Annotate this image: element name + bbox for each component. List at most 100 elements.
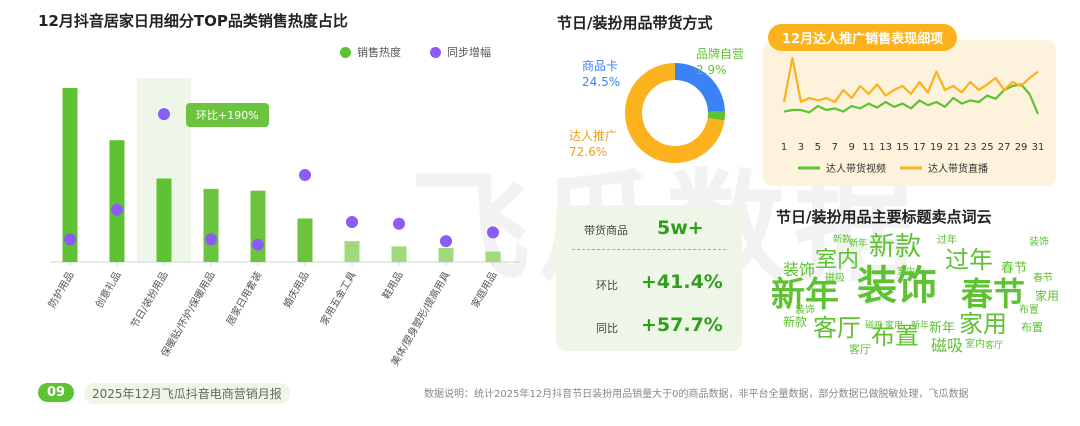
bar-5 [297,218,313,262]
category-label-1: 创意礼品 [92,269,123,310]
growth-point-0 [64,233,76,246]
kpi-divider [572,249,726,250]
growth-point-1 [111,203,123,216]
bar-9 [485,251,501,262]
kpi-yoy-value: +57.7% [641,314,723,336]
wordcloud-word: 室内 [965,339,985,350]
wordcloud: 装饰 新年 春节 新款 过年 室内 客厅 布置 家用 磁吸 装饰 春节 新年 新款 过年 春节 家用 布置 磁吸 室内… [765,230,1065,360]
wordcloud-word: 新款 [833,235,852,245]
tooltip-badge: 环比+190% [186,103,269,127]
wordcloud-word: 春节 [961,275,1026,313]
growth-point-8 [440,235,452,248]
donut-label-brand: 品牌自营 2.9% [696,46,744,78]
growth-point-4 [252,238,264,251]
donut-slice-0 [675,63,725,112]
bar-2 [156,178,172,262]
line-x-tick-3: 7 [832,142,838,153]
category-label-2: 节日/装扮用品 [128,269,171,330]
category-label-0: 防护用品 [45,269,76,310]
wordcloud-word: 家用 [1035,289,1060,303]
wordcloud-word: 布置 [871,322,919,350]
kpi-value: 5w+ [657,217,704,239]
legend-dot-purple [430,46,441,58]
wordcloud-word: 新年 [929,321,956,336]
wordcloud-word: 新年 [771,275,839,315]
wordcloud-word: 家用 [885,321,904,331]
wordcloud-word: 春节 [1033,273,1053,284]
kpi-mom-value: +41.4% [641,271,723,293]
donut-label-card: 商品卡 24.5% [582,58,620,90]
donut-slice-2 [625,63,725,163]
line-x-tick-8: 17 [913,142,926,153]
wordcloud-word: 家用 [959,310,1007,338]
line-x-tick-15: 31 [1032,142,1045,153]
donut-label-card-pct: 24.5% [582,75,621,89]
wordcloud-word: 新年 [849,239,868,249]
line-x-tick-14: 29 [1015,142,1028,153]
line-x-tick-11: 23 [964,142,977,153]
bar-4 [250,190,266,262]
wordcloud-word: 新年 [911,321,930,331]
line-x-tick-1: 3 [798,142,804,153]
donut-label-kol-name: 达人推广 [569,129,618,143]
wordcloud-word: 磁吸 [931,336,964,355]
kpi-yoy-label: 同比 [596,322,618,335]
legend-dot-green [340,46,351,58]
donut-label-kol-pct: 72.6% [569,145,608,159]
donut-label-brand-name: 品牌自营 [696,47,745,61]
wordcloud-word: 装饰 [783,260,816,279]
category-label-4: 居家日用套装 [223,269,264,327]
line-x-tick-12: 25 [981,142,994,153]
line-legend-label-0: 达人带货视频 [826,162,886,175]
line-x-tick-2: 5 [815,142,821,153]
wordcloud-word: 春节 [1001,261,1028,276]
wordcloud-word: 磁吸 [825,273,845,284]
wordcloud-word: 新款 [869,232,922,262]
kpi-label: 带货商品 [584,224,628,237]
wordcloud-word: 客厅 [849,343,871,356]
bar-7 [391,246,407,262]
line-x-tick-0: 1 [781,142,787,153]
donut-chart [625,63,725,163]
kpi-card: 带货商品 5w+ 环比 +41.4% 同比 +57.7% [556,205,742,351]
bar-3 [203,188,219,262]
wordcloud-word: 装饰 [795,305,815,316]
category-label-7: 鞋用品 [379,269,405,301]
donut-label-kol: 达人推广 72.6% [569,128,617,160]
legend-growth: 同步增幅 [430,44,491,60]
growth-point-5 [299,169,311,181]
category-label-3: 保暖贴/怀炉/保暖用品 [158,269,218,359]
donut-label-card-name: 商品卡 [582,59,619,73]
line-x-tick-9: 19 [930,142,943,153]
kpi-mom-label: 环比 [596,279,618,292]
wordcloud-word: 布置 [1019,305,1039,316]
wordcloud-word: 室内 [897,267,916,277]
bar-8 [438,248,454,262]
line-x-tick-10: 21 [947,142,960,153]
legend-growth-label: 同步增幅 [447,46,491,59]
wordcloud-word: 装饰 [857,263,937,309]
bar-chart-title: 12月抖音居家日用细分TOP品类销售热度占比 [38,12,348,30]
line-x-tick-13: 27 [998,142,1011,153]
wordcloud-word: 过年 [937,235,957,246]
legend-sales: 销售热度 [340,44,401,60]
growth-point-9 [487,226,499,239]
category-label-5: 婚庆用品 [280,269,311,310]
wordcloud-word: 布置 [1021,321,1043,334]
line-card [763,40,1056,186]
growth-point-6 [346,215,358,228]
wordcloud-word: 磁吸 [865,321,884,331]
data-note: 数据说明：统计2025年12月抖音节日装扮用品销量大于0的商品数据，非平台全量数… [424,389,969,400]
line-series-1 [782,56,1039,104]
wordcloud-word: 客厅 [985,341,1004,351]
line-series-0 [783,83,1040,115]
line-legend-label-1: 达人带货直播 [928,162,988,175]
donut-label-brand-pct: 2.9% [696,63,727,77]
wordcloud-word: 室内 [815,248,860,273]
donut-title: 节日/装扮用品带货方式 [557,14,713,32]
category-label-6: 家用五金工具 [317,269,358,327]
wordcloud-word: 新款 [783,315,808,329]
page-number-badge: 09 [38,383,74,402]
